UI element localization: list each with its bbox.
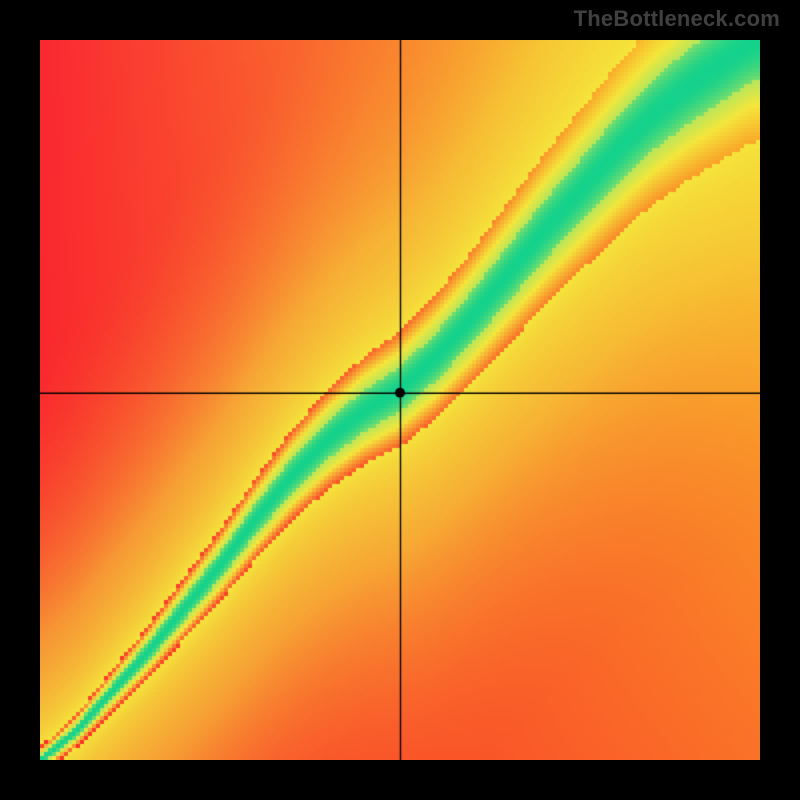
chart-container: TheBottleneck.com xyxy=(0,0,800,800)
heatmap-canvas xyxy=(40,40,760,760)
watermark-text: TheBottleneck.com xyxy=(574,6,780,32)
